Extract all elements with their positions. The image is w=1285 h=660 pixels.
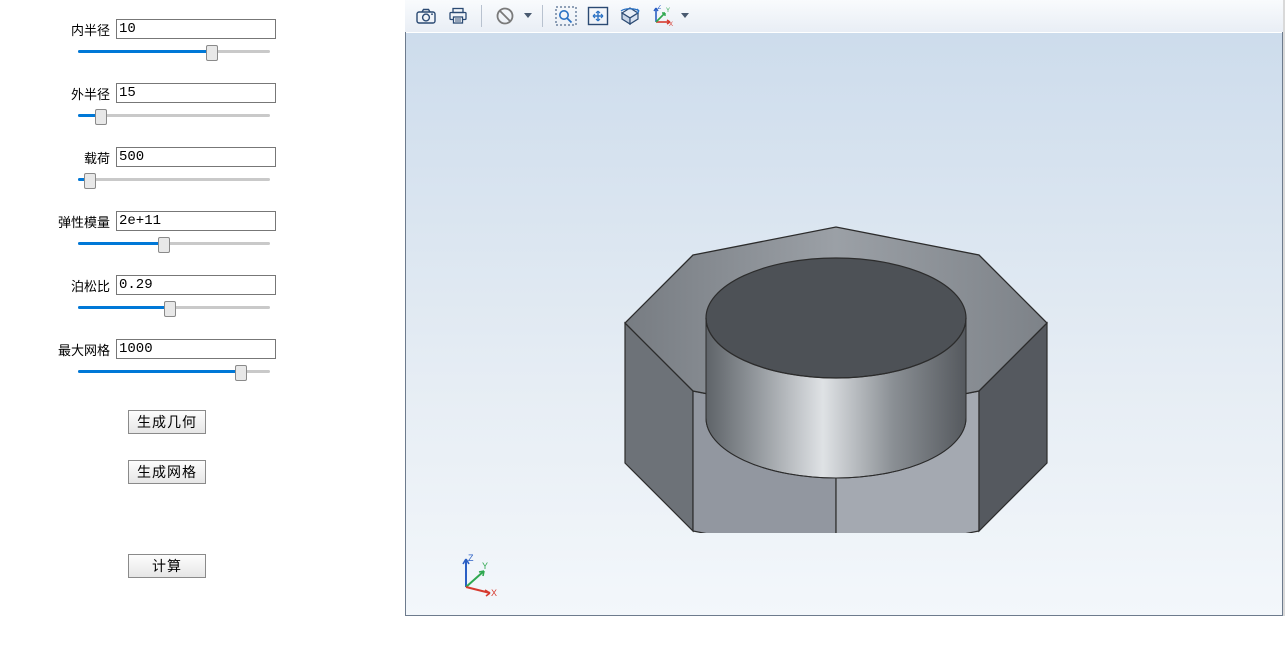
label-inner-radius: 内半径 (0, 20, 116, 39)
zoom-box-icon[interactable] (551, 2, 581, 30)
param-max-mesh: 最大网格 (0, 338, 405, 380)
toolbar-separator (542, 5, 543, 27)
param-load: 载荷 (0, 146, 405, 188)
label-elastic-modulus: 弹性模量 (0, 212, 116, 231)
slider-outer-radius[interactable] (78, 108, 270, 124)
param-poisson-ratio: 泊松比 (0, 274, 405, 316)
axis-y-label: Y (482, 561, 488, 571)
viewport-toolbar: Z Y X (405, 0, 1283, 32)
axis-triad: Z Y X (456, 551, 502, 597)
param-inner-radius: 内半径 (0, 18, 405, 60)
svg-text:X: X (669, 22, 673, 27)
svg-text:Y: Y (666, 8, 670, 14)
slider-load[interactable] (78, 172, 270, 188)
toolbar-separator (481, 5, 482, 27)
slider-max-mesh[interactable] (78, 364, 270, 380)
generate-mesh-button[interactable]: 生成网格 (128, 460, 206, 484)
no-entry-icon[interactable] (490, 2, 520, 30)
parameter-panel: 内半径 外半径 载荷 (0, 0, 405, 660)
fit-view-icon[interactable] (583, 2, 613, 30)
geometry-nut (596, 113, 1076, 533)
label-max-mesh: 最大网格 (0, 340, 116, 359)
slider-poisson-ratio[interactable] (78, 300, 270, 316)
input-load[interactable] (116, 147, 276, 167)
axes-icon[interactable]: Z Y X (647, 2, 677, 30)
svg-text:Z: Z (658, 5, 662, 11)
input-outer-radius[interactable] (116, 83, 276, 103)
label-poisson-ratio: 泊松比 (0, 276, 116, 295)
axes-dropdown[interactable] (679, 3, 691, 29)
input-inner-radius[interactable] (116, 19, 276, 39)
input-max-mesh[interactable] (116, 339, 276, 359)
param-elastic-modulus: 弹性模量 (0, 210, 405, 252)
slider-elastic-modulus[interactable] (78, 236, 270, 252)
slider-inner-radius[interactable] (78, 44, 270, 60)
label-outer-radius: 外半径 (0, 84, 116, 103)
axis-z-label: Z (468, 553, 474, 563)
generate-geometry-button[interactable]: 生成几何 (128, 410, 206, 434)
input-poisson-ratio[interactable] (116, 275, 276, 295)
compute-button[interactable]: 计算 (128, 554, 206, 578)
param-outer-radius: 外半径 (0, 82, 405, 124)
camera-icon[interactable] (411, 2, 441, 30)
label-load: 载荷 (0, 148, 116, 167)
rotate-view-icon[interactable] (615, 2, 645, 30)
axis-x-label: X (491, 588, 497, 597)
3d-viewport[interactable]: Z Y X (406, 33, 1282, 615)
print-icon[interactable] (443, 2, 473, 30)
no-entry-dropdown[interactable] (522, 3, 534, 29)
input-elastic-modulus[interactable] (116, 211, 276, 231)
